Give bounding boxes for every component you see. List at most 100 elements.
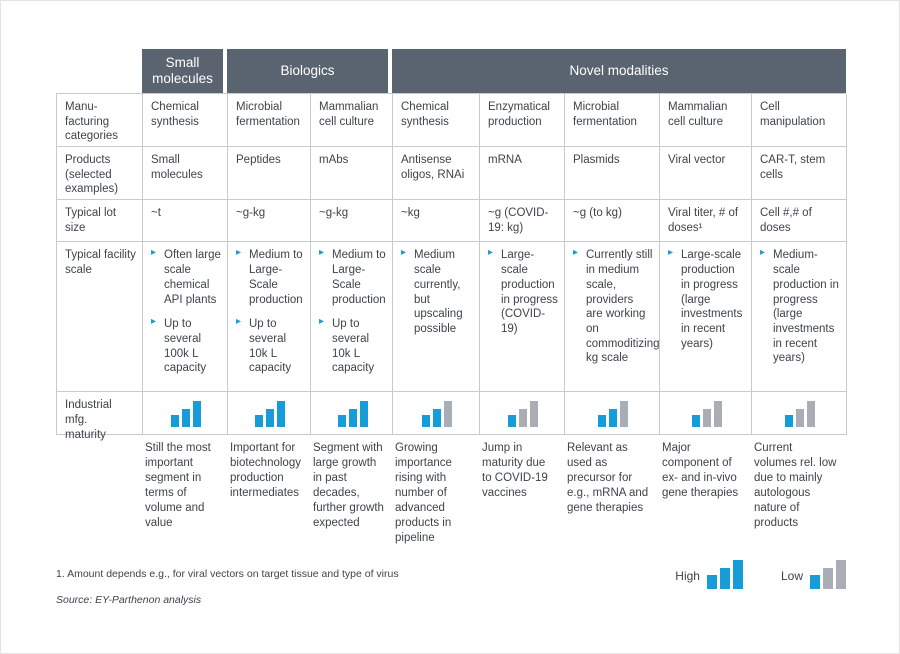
- bar-unfilled: [620, 401, 628, 428]
- maturity-bar-chart-icon: [785, 401, 815, 428]
- facility-bullet: Medium scale currently, but upscaling po…: [414, 249, 463, 336]
- bullet-arrow-icon: ▸: [319, 247, 325, 259]
- summary-text: Still the most important segment in term…: [145, 442, 211, 530]
- facility-cell: ▸ Large-scale production in progress (COV…: [480, 242, 565, 393]
- header-biologics: Biologics: [227, 49, 388, 93]
- legend-low-label: Low: [780, 569, 803, 583]
- bar-unfilled: [713, 401, 722, 428]
- facility-bullet: Up to several 100k L capacity: [164, 318, 207, 375]
- facility-bullet: Medium to Large-Scale production: [332, 249, 386, 306]
- bar-filled: [433, 409, 441, 428]
- bar-filled: [266, 409, 274, 428]
- bar-unfilled: [702, 409, 711, 428]
- table-header-row: Small molecules Biologics Novel modaliti…: [56, 49, 846, 93]
- summary-text: Segment with large growth in past decade…: [313, 442, 384, 530]
- bar-filled: [508, 415, 516, 428]
- maturity-bar-chart-icon: [171, 401, 201, 428]
- product-cell: Plasmids: [565, 147, 660, 200]
- row-label-lot-size: Typical lot size: [57, 200, 143, 243]
- legend-high: High: [675, 560, 743, 589]
- legend-low: Low: [781, 560, 846, 589]
- summary-spacer: [56, 441, 142, 546]
- facility-cell: ▸ Medium to Large-Scale production ▸ Up to…: [228, 242, 311, 393]
- lot-size-cell: ~t: [143, 200, 228, 243]
- category-cell: Enzymatical production: [480, 94, 565, 147]
- maturity-bar-chart-icon: [508, 401, 538, 428]
- maturity-cell: [480, 392, 565, 436]
- lot-size-cell: ~g (COVID-19: kg): [480, 200, 565, 243]
- bar-filled: [706, 575, 717, 589]
- maturity-bar-chart-icon: [691, 401, 722, 428]
- facility-bullet: Up to several 10k L capacity: [332, 318, 375, 375]
- maturity-bar-chart-icon: [337, 401, 368, 428]
- category-cell: Microbial fermentation: [565, 94, 660, 147]
- product-cell: mRNA: [480, 147, 565, 200]
- maturity-bar-chart-icon: [598, 401, 628, 428]
- facility-cell: ▸ Currently still in medium scale, provid…: [565, 242, 660, 393]
- bar-filled: [785, 415, 793, 428]
- category-cell: Chemical synthesis: [393, 94, 480, 147]
- table-body: Manu- facturing categories Chemical synt…: [56, 93, 847, 441]
- bar-filled: [719, 568, 730, 589]
- bar-filled: [691, 415, 700, 428]
- maturity-cell: [660, 392, 752, 436]
- bar-filled: [810, 575, 820, 589]
- bar-unfilled: [807, 401, 815, 428]
- category-cell: Mammalian cell culture: [660, 94, 752, 147]
- facility-bullet: Large-scale production in progress (COVI…: [501, 249, 558, 336]
- legend-high-label: High: [675, 569, 700, 583]
- bar-unfilled: [519, 409, 527, 428]
- bar-filled: [348, 409, 357, 428]
- maturity-cell: [311, 392, 393, 436]
- lot-size-cell: Cell #,# of doses: [752, 200, 847, 243]
- bullet-arrow-icon: ▸: [151, 316, 157, 328]
- facility-cell: ▸ Medium scale currently, but upscaling p…: [393, 242, 480, 393]
- maturity-bar-chart-icon: [255, 401, 285, 428]
- facility-bullet: Medium-scale production in progress (lar…: [773, 249, 839, 365]
- bullet-arrow-icon: ▸: [236, 247, 242, 259]
- lot-size-cell: Viral titer, # of doses¹: [660, 200, 752, 243]
- summary-text: Major component of ex- and in-vivo gene …: [662, 442, 739, 500]
- modalities-table: Small molecules Biologics Novel modaliti…: [56, 49, 847, 546]
- lot-size-cell: ~g-kg: [311, 200, 393, 243]
- bullet-arrow-icon: ▸: [151, 247, 157, 259]
- summary-text: Current volumes rel. low due to mainly a…: [754, 442, 837, 530]
- facility-bullet: Often large scale chemical API plants: [164, 249, 221, 306]
- legend-low-bars-icon: [810, 560, 846, 589]
- row-label-manufacturing-categories: Manu- facturing categories: [57, 94, 143, 147]
- bar-unfilled: [823, 568, 833, 589]
- product-cell: Small molecules: [143, 147, 228, 200]
- bar-filled: [277, 401, 285, 428]
- category-cell: Cell manipulation: [752, 94, 847, 147]
- summary-text: Growing importance rising with number of…: [395, 442, 452, 545]
- bar-filled: [609, 409, 617, 428]
- summary-text: Jump in maturity due to COVID-19 vaccine…: [482, 442, 548, 500]
- row-label-maturity: Industrial mfg. maturity: [57, 392, 143, 441]
- maturity-cell: [228, 392, 311, 436]
- bar-unfilled: [530, 401, 538, 428]
- facility-bullet: Currently still in medium scale, provide…: [586, 249, 660, 365]
- facility-cell: ▸ Medium to Large-Scale production ▸ Up to…: [311, 242, 393, 393]
- bar-unfilled: [796, 409, 804, 428]
- product-cell: Peptides: [228, 147, 311, 200]
- bullet-arrow-icon: ▸: [236, 316, 242, 328]
- bar-filled: [598, 415, 606, 428]
- maturity-cell: [565, 392, 660, 436]
- bar-filled: [255, 415, 263, 428]
- category-cell: Chemical synthesis: [143, 94, 228, 147]
- facility-cell: ▸ Medium-scale production in progress (la…: [752, 242, 847, 393]
- category-cell: Mammalian cell culture: [311, 94, 393, 147]
- facility-cell: ▸ Large-scale production in progress (lar…: [660, 242, 752, 393]
- bar-filled: [422, 415, 430, 428]
- footnote: 1. Amount depends e.g., for viral vector…: [56, 568, 399, 580]
- summary-text: Relevant as used as precursor for e.g., …: [567, 442, 649, 515]
- facility-cell: ▸ Often large scale chemical API plants ▸…: [143, 242, 228, 393]
- summary-row: Still the most important segment in term…: [56, 441, 846, 546]
- bullet-arrow-icon: ▸: [760, 247, 766, 259]
- bar-filled: [732, 560, 743, 589]
- maturity-cell: [752, 392, 847, 436]
- facility-bullet: Up to several 10k L capacity: [249, 318, 292, 375]
- facility-bullet: Large-scale production in progress (larg…: [681, 249, 743, 350]
- product-cell: Viral vector: [660, 147, 752, 200]
- bullet-arrow-icon: ▸: [319, 316, 325, 328]
